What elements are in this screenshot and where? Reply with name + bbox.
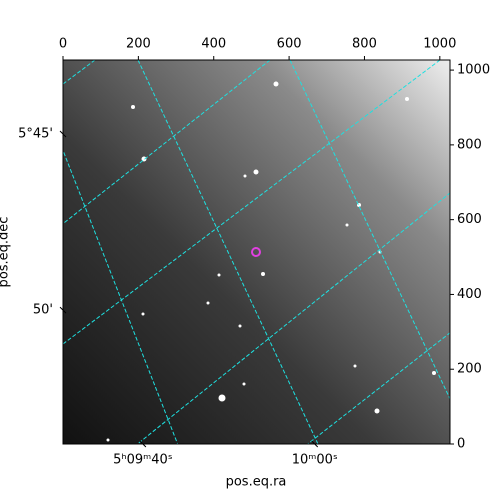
dec-grid xyxy=(63,60,450,444)
y-tick-label: 800 xyxy=(457,137,482,152)
image xyxy=(63,60,450,444)
y-tick-label: 600 xyxy=(457,212,482,227)
x-tick-label: 600 xyxy=(277,37,302,52)
ra-tick xyxy=(139,440,147,448)
sky xyxy=(63,60,450,444)
frame xyxy=(62,59,451,445)
dec-tick-label: 5°45' xyxy=(18,127,53,142)
dec-tick-label: 50' xyxy=(33,303,53,318)
ra-tick-label: 10ᵐ00ˢ xyxy=(292,453,338,468)
marker xyxy=(251,247,261,257)
stars xyxy=(106,81,436,442)
x-tick-label: 800 xyxy=(352,37,377,52)
y-tick-label: 400 xyxy=(457,287,482,302)
ra-tick-label: 5ʰ09ᵐ40ˢ xyxy=(113,453,173,468)
y-tick-label: 200 xyxy=(457,362,482,377)
y-tick-label: 0 xyxy=(457,437,465,452)
x-tick-label: 0 xyxy=(59,37,67,52)
x-tick-label: 1000 xyxy=(423,37,456,52)
ra-tick xyxy=(311,440,319,448)
x-axis-label: pos.eq.ra xyxy=(226,475,287,490)
y-axis-label: pos.eq.dec xyxy=(0,217,12,288)
y-tick-label: 1000 xyxy=(457,63,490,78)
x-tick-label: 400 xyxy=(201,37,226,52)
dec-tick xyxy=(59,306,67,314)
dec-tick xyxy=(59,130,67,138)
x-tick-label: 200 xyxy=(126,37,151,52)
ra-grid xyxy=(63,60,450,444)
